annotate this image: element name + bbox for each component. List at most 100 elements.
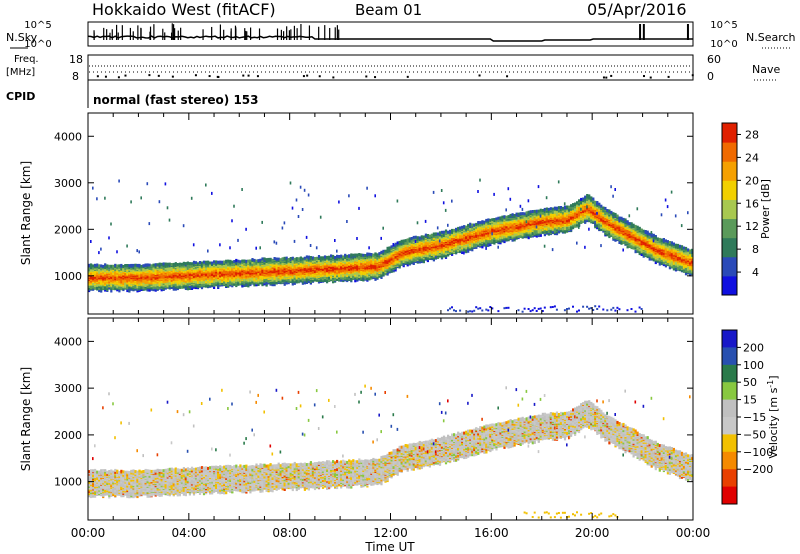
power-cell	[408, 237, 411, 241]
power-cell	[223, 269, 226, 273]
power-cell	[447, 309, 449, 312]
power-cell	[416, 221, 419, 225]
power-cell	[168, 262, 171, 266]
power-cell	[344, 253, 347, 257]
power-cell	[138, 274, 141, 278]
power-cell	[229, 259, 232, 263]
power-cell	[259, 274, 262, 278]
power-cell	[241, 259, 244, 263]
power-cell	[382, 226, 384, 230]
power-cell	[273, 240, 276, 244]
power-cell	[126, 275, 129, 279]
power-cell	[217, 273, 220, 277]
beam-label: Beam 01	[355, 1, 422, 19]
power-cell	[120, 273, 123, 277]
power-cell	[146, 182, 149, 186]
power-cell	[227, 262, 230, 266]
power-cell	[205, 183, 207, 187]
power-cell	[265, 258, 268, 262]
power-cell	[223, 274, 226, 278]
power-cell	[442, 201, 445, 205]
power-cell	[92, 186, 94, 190]
power-cell	[200, 263, 204, 267]
power-cell	[257, 283, 260, 286]
power-cell	[154, 265, 157, 269]
power-cell	[223, 266, 226, 270]
power-cell	[396, 241, 399, 245]
power-cell	[110, 264, 113, 268]
power-cell	[449, 307, 451, 310]
power-cell	[186, 264, 189, 268]
power-cell	[243, 269, 246, 273]
power-cell	[124, 266, 127, 269]
power-cell	[162, 266, 165, 270]
power-cell	[188, 287, 191, 290]
power-cell	[477, 221, 480, 224]
power-cell	[174, 268, 177, 272]
power-cell	[277, 257, 280, 261]
power-cell	[172, 280, 175, 284]
freq-dot	[691, 74, 694, 77]
power-cell	[146, 277, 149, 281]
power-cell	[255, 259, 258, 263]
power-cell	[217, 281, 220, 285]
power-cell	[154, 268, 157, 272]
freq-dot	[365, 75, 368, 78]
power-cell	[378, 252, 381, 256]
power-cell	[255, 274, 258, 278]
noise-panel-frame	[87, 21, 694, 47]
power-cell	[438, 239, 441, 243]
freq-label-line1: Freq.	[14, 54, 39, 65]
power-cell	[162, 286, 165, 290]
nave-label: Nave	[752, 63, 780, 76]
power-cell	[108, 281, 111, 285]
freq-dot	[667, 75, 670, 78]
power-cell	[182, 224, 185, 228]
power-cell	[215, 260, 218, 264]
power-cell	[136, 281, 139, 285]
power-cell	[166, 266, 169, 270]
power-cell	[332, 254, 335, 258]
power-cell	[205, 266, 208, 270]
power-cell	[267, 257, 270, 261]
power-cell	[255, 280, 258, 284]
power-cell	[295, 257, 298, 261]
power-cell	[370, 253, 373, 256]
power-cell	[451, 199, 453, 203]
power-cell	[436, 232, 440, 236]
power-cell	[146, 263, 149, 267]
power-cell	[358, 253, 361, 256]
power-cell	[255, 263, 258, 267]
power-cell	[144, 263, 147, 267]
power-cell	[162, 275, 165, 279]
power-cell	[198, 261, 202, 264]
power-cell	[449, 229, 452, 233]
power-cell	[219, 278, 222, 282]
power-cell	[174, 279, 177, 283]
power-cell	[188, 278, 191, 282]
power-cell	[166, 262, 169, 266]
power-cell	[372, 253, 375, 257]
power-cell	[235, 258, 238, 262]
power-cell	[144, 271, 147, 275]
power-cell	[202, 282, 206, 286]
power-cell	[257, 259, 260, 263]
freq-dot	[217, 76, 220, 79]
power-cell	[194, 272, 198, 276]
power-cell	[315, 246, 318, 250]
power-cell	[194, 286, 198, 290]
power-cell	[120, 283, 123, 287]
power-cell	[126, 283, 129, 287]
power-cell	[180, 278, 183, 282]
power-cell	[122, 271, 125, 274]
power-cell	[98, 289, 101, 293]
power-cell	[194, 276, 198, 280]
power-cell	[90, 266, 93, 270]
freq-dot	[124, 74, 127, 77]
nsky-label: N.Sky	[6, 31, 38, 44]
power-cell	[154, 263, 157, 267]
power-cell	[281, 226, 284, 230]
power-cell	[311, 256, 315, 260]
power-cell	[229, 261, 232, 265]
power-cell	[160, 277, 163, 281]
